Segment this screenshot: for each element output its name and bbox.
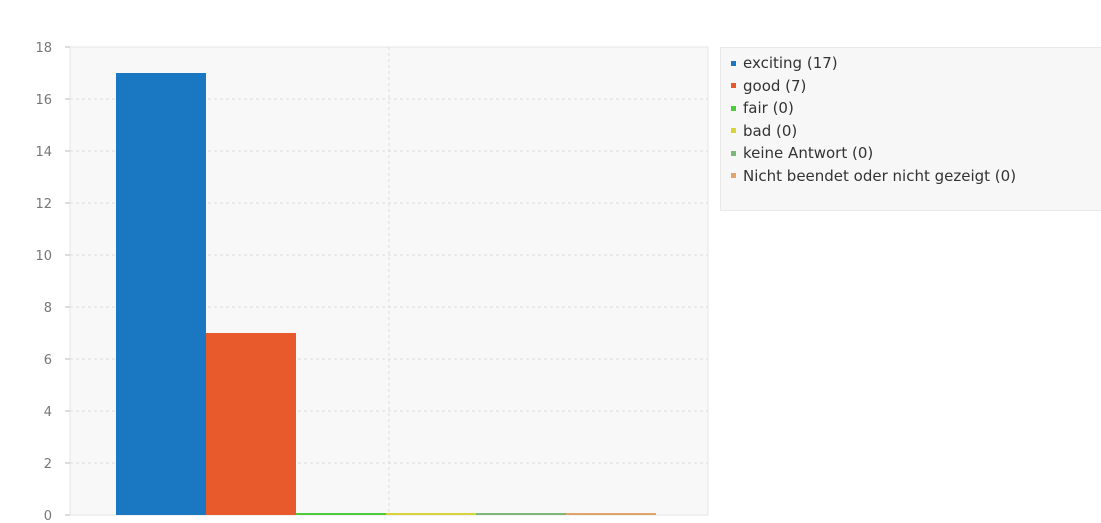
y-tick-label: 12 <box>35 197 52 212</box>
y-tick-label: 14 <box>35 145 52 160</box>
y-tick-label: 6 <box>44 353 52 368</box>
legend-swatch-fair <box>731 105 736 111</box>
legend-label-fair: fair (0) <box>743 99 794 118</box>
legend-swatch-good <box>731 83 736 89</box>
bar-bad[interactable] <box>386 513 476 515</box>
legend-item-exciting[interactable]: exciting (17) <box>731 52 1101 75</box>
y-tick-label: 16 <box>35 93 52 108</box>
bars <box>116 73 656 515</box>
legend-item-fair[interactable]: fair (0) <box>731 97 1101 120</box>
y-axis: 0 2 4 6 8 10 12 14 16 18 <box>35 41 70 523</box>
legend-label-nicht-beendet: Nicht beendet oder nicht gezeigt (0) <box>743 166 1017 185</box>
y-tick-label: 2 <box>44 457 52 472</box>
y-tick-label: 4 <box>44 405 52 420</box>
legend-swatch-nicht-beendet <box>731 173 736 179</box>
legend-swatch-keine-antwort <box>731 150 736 156</box>
bar-keine-antwort[interactable] <box>476 513 566 515</box>
legend-label-good: good (7) <box>743 76 807 95</box>
legend-item-nicht-beendet[interactable]: Nicht beendet oder nicht gezeigt (0) <box>731 165 1101 188</box>
bar-fair[interactable] <box>296 513 386 515</box>
legend-swatch-exciting <box>731 60 736 66</box>
legend-item-keine-antwort[interactable]: keine Antwort (0) <box>731 142 1101 165</box>
legend-swatch-bad <box>731 128 736 134</box>
legend-label-bad: bad (0) <box>743 121 798 140</box>
bar-nicht-beendet-oder-nicht-gezeigt[interactable] <box>566 513 656 515</box>
bar-good[interactable] <box>206 333 296 515</box>
legend-label-exciting: exciting (17) <box>743 54 838 73</box>
y-tick-label: 10 <box>35 249 52 264</box>
grid-lines <box>70 47 708 515</box>
legend-item-good[interactable]: good (7) <box>731 75 1101 98</box>
legend-item-bad[interactable]: bad (0) <box>731 120 1101 143</box>
y-tick-label: 0 <box>44 509 52 523</box>
y-tick-label: 8 <box>44 301 52 316</box>
legend-label-keine-antwort: keine Antwort (0) <box>743 144 874 163</box>
y-tick-label: 18 <box>35 41 52 56</box>
bar-exciting[interactable] <box>116 73 206 515</box>
legend: exciting (17) good (7) fair (0) bad (0) … <box>720 47 1101 211</box>
